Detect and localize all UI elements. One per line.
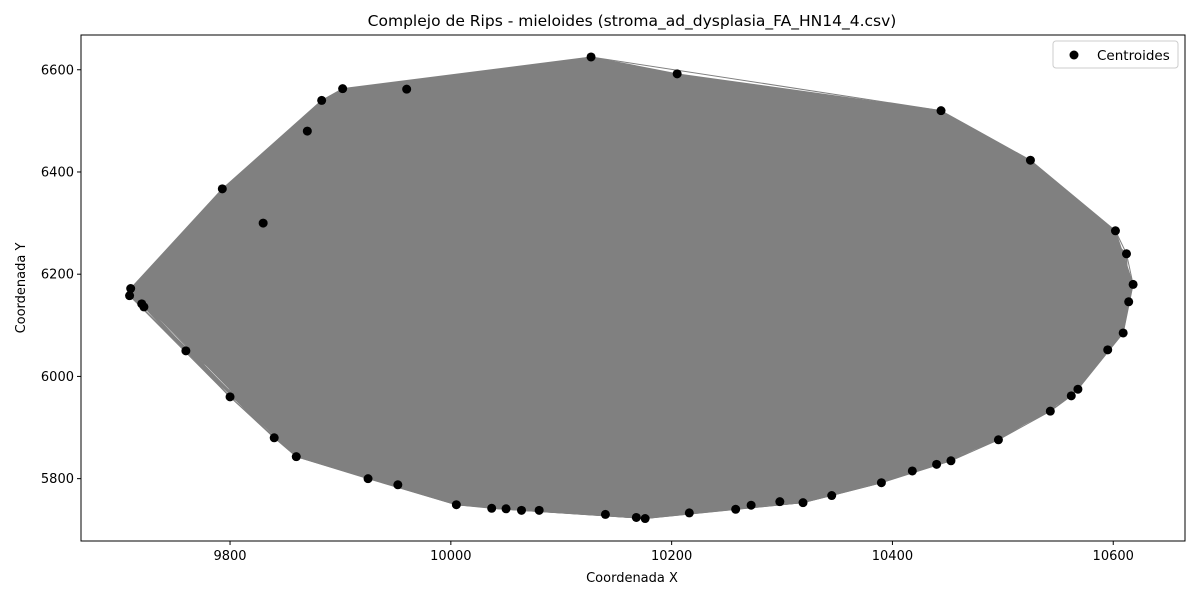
centroid-point <box>746 500 756 510</box>
x-tick-label: 10200 <box>651 549 692 564</box>
centroid-point <box>393 480 403 490</box>
centroid-point <box>731 504 741 514</box>
centroid-point <box>631 512 641 522</box>
centroid-point <box>338 84 348 94</box>
centroid-point <box>640 514 650 524</box>
centroid-point <box>451 500 461 510</box>
centroid-point <box>501 504 511 514</box>
centroid-point <box>402 84 412 94</box>
x-tick-label: 10400 <box>872 549 913 564</box>
edge <box>940 110 1031 161</box>
centroid-point <box>1045 406 1055 416</box>
centroid-point <box>946 456 956 466</box>
y-tick-label: 6600 <box>41 63 74 78</box>
centroid-point <box>876 478 886 488</box>
centroid-point <box>1066 391 1076 401</box>
centroid-point <box>586 52 596 62</box>
edge <box>590 56 942 112</box>
centroid-point <box>302 126 312 136</box>
chart-title: Complejo de Rips - mieloides (stroma_ad_… <box>368 12 897 31</box>
centroid-point <box>672 69 682 79</box>
legend-label: Centroides <box>1097 48 1170 64</box>
centroid-point <box>827 491 837 501</box>
centroid-point <box>1073 384 1083 394</box>
centroid-point <box>1110 226 1120 236</box>
centroid-point <box>225 392 235 402</box>
y-axis: 5800 6000 6200 6400 6600 <box>41 63 81 487</box>
centroid-point <box>936 106 946 116</box>
centroid-point <box>1121 249 1131 259</box>
y-tick-label: 6000 <box>41 370 74 385</box>
centroid-point <box>684 508 694 518</box>
x-tick-label: 10000 <box>430 549 471 564</box>
centroid-point <box>181 346 191 356</box>
points-layer <box>125 52 1138 524</box>
centroid-point <box>137 299 147 309</box>
legend-box <box>1052 40 1179 69</box>
y-tick-label: 6400 <box>41 165 74 180</box>
edge-density-fill <box>130 56 1134 519</box>
centroid-point <box>258 218 268 228</box>
centroid-point <box>932 459 942 469</box>
centroid-point <box>1103 345 1113 355</box>
centroid-point <box>993 435 1003 445</box>
edge <box>141 303 187 352</box>
legend-marker <box>1069 50 1079 60</box>
centroid-point <box>775 497 785 507</box>
legend: Centroides <box>1052 40 1179 69</box>
centroid-point <box>534 505 544 515</box>
centroid-point <box>217 184 227 194</box>
centroid-point <box>291 452 301 462</box>
centroid-point <box>1124 297 1134 307</box>
x-axis-label: Coordenada X <box>586 571 678 586</box>
x-tick-label: 9800 <box>213 549 246 564</box>
edge <box>1125 253 1134 285</box>
edge <box>456 504 492 509</box>
y-tick-label: 6200 <box>41 268 74 283</box>
x-axis: 9800 10000 10200 10400 10600 <box>213 541 1134 564</box>
centroid-point <box>126 284 136 294</box>
centroid-point <box>363 474 373 484</box>
centroid-point <box>1128 279 1138 289</box>
edge <box>185 350 231 398</box>
centroid-point <box>269 433 279 443</box>
centroid-point <box>487 503 497 513</box>
edge <box>802 495 832 504</box>
centroid-point <box>516 505 526 515</box>
x-tick-label: 10600 <box>1093 549 1134 564</box>
y-tick-label: 5800 <box>41 472 74 487</box>
plot-frame <box>80 34 1186 542</box>
centroid-point <box>798 498 808 508</box>
centroid-point <box>1025 155 1035 165</box>
edges-layer <box>129 56 1134 520</box>
centroid-point <box>125 291 135 301</box>
centroid-point <box>600 509 610 519</box>
centroid-point <box>317 95 327 105</box>
centroid-point <box>907 466 917 476</box>
centroid-point <box>1118 328 1128 338</box>
y-axis-label: Coordenada Y <box>14 243 29 334</box>
